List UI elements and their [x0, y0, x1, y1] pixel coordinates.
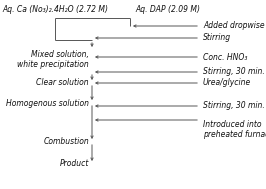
Text: Aq. DAP (2.09 M): Aq. DAP (2.09 M): [135, 5, 200, 14]
Text: Homogenous solution: Homogenous solution: [6, 98, 89, 108]
Text: Stirring, 30 min.: Stirring, 30 min.: [203, 67, 265, 77]
Text: Combustion: Combustion: [43, 138, 89, 146]
Text: Clear solution: Clear solution: [36, 78, 89, 88]
Text: Urea/glycine: Urea/glycine: [203, 78, 251, 88]
Text: Introduced into
preheated furnace: Introduced into preheated furnace: [203, 120, 266, 139]
Text: Conc. HNO₃: Conc. HNO₃: [203, 53, 247, 61]
Text: Stirring, 30 min.: Stirring, 30 min.: [203, 101, 265, 111]
Text: Aq. Ca (No₃)₂.4H₂O (2.72 M): Aq. Ca (No₃)₂.4H₂O (2.72 M): [2, 5, 108, 14]
Text: Added dropwise: Added dropwise: [203, 22, 265, 30]
Text: Mixed solution,
white precipitation: Mixed solution, white precipitation: [17, 50, 89, 69]
Text: Stirring: Stirring: [203, 33, 231, 43]
Text: Product: Product: [60, 160, 89, 169]
